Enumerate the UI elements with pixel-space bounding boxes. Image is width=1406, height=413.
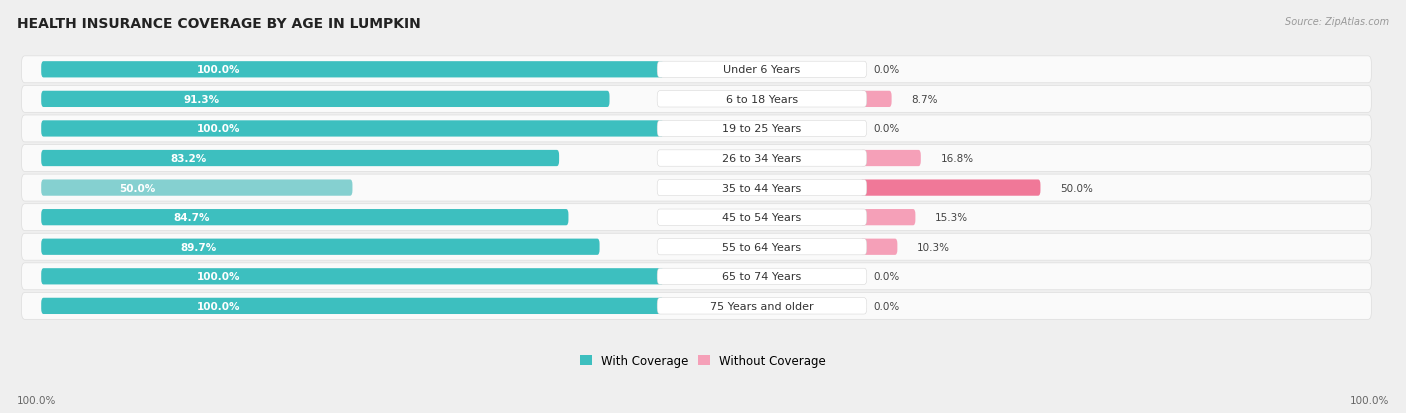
- FancyBboxPatch shape: [41, 62, 664, 78]
- FancyBboxPatch shape: [657, 92, 868, 108]
- FancyBboxPatch shape: [41, 150, 560, 167]
- FancyBboxPatch shape: [21, 293, 1371, 320]
- Text: 100.0%: 100.0%: [197, 65, 240, 75]
- Text: 89.7%: 89.7%: [181, 242, 217, 252]
- Text: Under 6 Years: Under 6 Years: [723, 65, 800, 75]
- FancyBboxPatch shape: [21, 234, 1371, 261]
- Text: 100.0%: 100.0%: [1350, 395, 1389, 405]
- FancyBboxPatch shape: [657, 180, 868, 196]
- FancyBboxPatch shape: [21, 204, 1371, 231]
- FancyBboxPatch shape: [860, 209, 915, 226]
- FancyBboxPatch shape: [41, 121, 664, 137]
- Text: HEALTH INSURANCE COVERAGE BY AGE IN LUMPKIN: HEALTH INSURANCE COVERAGE BY AGE IN LUMP…: [17, 17, 420, 31]
- Text: 0.0%: 0.0%: [873, 65, 900, 75]
- Text: 0.0%: 0.0%: [873, 272, 900, 282]
- FancyBboxPatch shape: [21, 175, 1371, 202]
- FancyBboxPatch shape: [860, 92, 891, 108]
- FancyBboxPatch shape: [860, 180, 1040, 196]
- FancyBboxPatch shape: [657, 150, 868, 167]
- Text: 6 to 18 Years: 6 to 18 Years: [725, 95, 799, 104]
- Text: 83.2%: 83.2%: [170, 154, 207, 164]
- Text: 35 to 44 Years: 35 to 44 Years: [723, 183, 801, 193]
- Text: 15.3%: 15.3%: [935, 213, 969, 223]
- Text: 100.0%: 100.0%: [197, 272, 240, 282]
- Text: 50.0%: 50.0%: [1060, 183, 1092, 193]
- Text: 50.0%: 50.0%: [120, 183, 155, 193]
- FancyBboxPatch shape: [41, 298, 664, 314]
- Text: 16.8%: 16.8%: [941, 154, 973, 164]
- FancyBboxPatch shape: [41, 209, 568, 226]
- FancyBboxPatch shape: [657, 209, 868, 226]
- Text: 100.0%: 100.0%: [197, 301, 240, 311]
- FancyBboxPatch shape: [21, 263, 1371, 290]
- Text: 55 to 64 Years: 55 to 64 Years: [723, 242, 801, 252]
- Text: 0.0%: 0.0%: [873, 301, 900, 311]
- Text: 65 to 74 Years: 65 to 74 Years: [723, 272, 801, 282]
- Text: 100.0%: 100.0%: [197, 124, 240, 134]
- FancyBboxPatch shape: [860, 239, 897, 255]
- FancyBboxPatch shape: [657, 239, 868, 255]
- Text: Source: ZipAtlas.com: Source: ZipAtlas.com: [1285, 17, 1389, 26]
- FancyBboxPatch shape: [657, 298, 868, 314]
- FancyBboxPatch shape: [41, 268, 664, 285]
- FancyBboxPatch shape: [41, 92, 610, 108]
- Text: 26 to 34 Years: 26 to 34 Years: [723, 154, 801, 164]
- Text: 91.3%: 91.3%: [183, 95, 219, 104]
- Text: 84.7%: 84.7%: [173, 213, 209, 223]
- FancyBboxPatch shape: [41, 239, 599, 255]
- FancyBboxPatch shape: [657, 121, 868, 137]
- Text: 100.0%: 100.0%: [17, 395, 56, 405]
- Text: 75 Years and older: 75 Years and older: [710, 301, 814, 311]
- FancyBboxPatch shape: [21, 116, 1371, 142]
- Legend: With Coverage, Without Coverage: With Coverage, Without Coverage: [579, 354, 827, 367]
- Text: 19 to 25 Years: 19 to 25 Years: [723, 124, 801, 134]
- FancyBboxPatch shape: [21, 86, 1371, 113]
- FancyBboxPatch shape: [41, 180, 353, 196]
- FancyBboxPatch shape: [657, 62, 868, 78]
- FancyBboxPatch shape: [860, 150, 921, 167]
- FancyBboxPatch shape: [21, 145, 1371, 172]
- Text: 45 to 54 Years: 45 to 54 Years: [723, 213, 801, 223]
- Text: 0.0%: 0.0%: [873, 124, 900, 134]
- FancyBboxPatch shape: [657, 268, 868, 285]
- FancyBboxPatch shape: [21, 57, 1371, 83]
- Text: 10.3%: 10.3%: [917, 242, 950, 252]
- Text: 8.7%: 8.7%: [911, 95, 938, 104]
